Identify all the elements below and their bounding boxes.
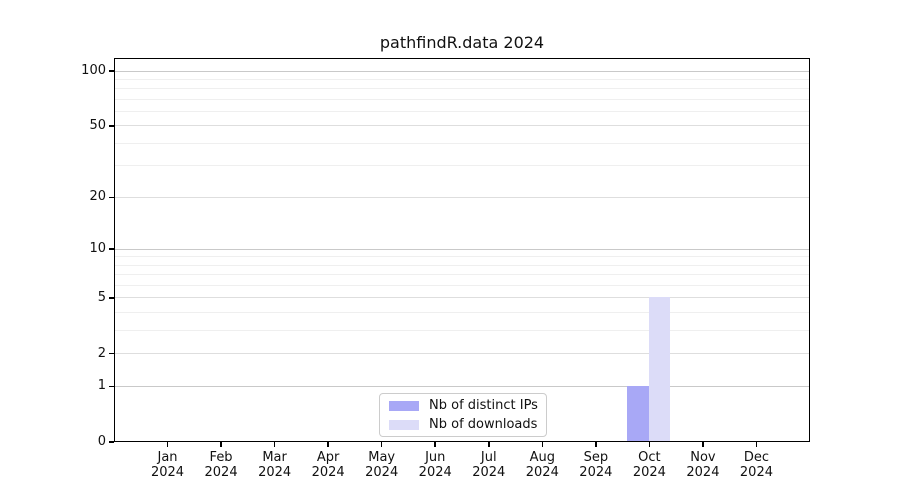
gridline-20 [115,196,809,198]
gridline-8 [115,264,809,266]
month-label: Feb [209,450,233,465]
y-tick-label-50: 50 [89,117,106,133]
month-label: Dec [743,450,770,465]
year-label: 2024 [418,465,452,480]
gridline-5 [115,297,809,299]
gridline-50 [115,125,809,127]
x-tick-label-feb: Feb 2024 [193,450,249,480]
gridline-70 [115,98,809,100]
month-label: Jan [157,450,178,465]
x-tick-label-apr: Apr 2024 [300,450,356,480]
y-tick-50 [109,125,114,127]
x-tick-label-dec: Dec 2024 [728,450,784,480]
gridline-1 [115,385,809,387]
year-label: 2024 [258,465,292,480]
gridline-60 [115,111,809,113]
month-label: May [368,450,396,465]
x-tick-label-aug: Aug 2024 [514,450,570,480]
year-label: 2024 [686,465,720,480]
year-label: 2024 [579,465,613,480]
x-tick-label-jan: Jan 2024 [140,450,196,480]
y-tick-5 [109,297,114,299]
gridline-6 [115,285,809,287]
x-tick-label-sep: Sep 2024 [568,450,624,480]
year-label: 2024 [525,465,559,480]
gridline-7 [115,274,809,276]
x-tick-sep [595,442,597,447]
year-label: 2024 [365,465,399,480]
y-tick-0 [109,441,114,443]
x-tick-jan [166,442,169,447]
x-tick-dec [755,442,758,447]
x-tick-apr [327,442,329,447]
y-tick-2 [109,352,114,355]
year-label: 2024 [311,465,345,480]
x-tick-oct [648,442,651,447]
gridline-100 [115,70,809,72]
x-tick-label-jul: Jul 2024 [461,450,517,480]
legend-entry-downloads: Nb of downloads [389,416,537,434]
legend-entry-distinct-ips: Nb of distinct IPs [389,397,538,415]
year-label: 2024 [472,465,506,480]
x-tick-label-may: May 2024 [354,450,410,480]
bar-oct-ips [627,385,649,442]
gridline-90 [115,78,809,80]
gridline-9 [115,256,809,258]
x-tick-jul [488,442,490,447]
legend: Nb of distinct IPs Nb of downloads [379,393,547,437]
legend-label-distinct-ips: Nb of distinct IPs [429,398,538,413]
x-tick-mar [273,442,276,447]
x-tick-label-oct: Oct 2024 [621,450,677,480]
y-tick-10 [109,248,114,250]
y-tick-label-0: 0 [97,434,106,449]
month-label: Mar [262,450,287,465]
legend-label-downloads: Nb of downloads [429,417,538,432]
x-tick-may [380,442,383,447]
x-tick-label-mar: Mar 2024 [247,450,303,480]
year-label: 2024 [632,465,666,480]
chart-title: pathfindR.data 2024 [379,33,545,52]
x-tick-nov [702,442,704,447]
gridline-3 [115,330,809,332]
gridline-2 [115,353,809,355]
month-label: Jun [425,450,446,465]
year-label: 2024 [204,465,238,480]
month-label: Oct [638,450,661,465]
x-tick-jun [434,442,436,447]
gridline-80 [115,88,809,90]
month-label: Aug [529,450,555,465]
x-tick-feb [220,442,222,447]
y-tick-label-5: 5 [97,289,106,305]
month-label: Apr [316,450,340,465]
y-tick-label-1: 1 [97,378,106,394]
x-tick-aug [541,442,544,447]
month-label: Jul [480,450,497,465]
year-label: 2024 [150,465,185,480]
month-label: Sep [583,450,609,465]
y-tick-label-2: 2 [97,345,106,361]
plot-area: Nb of distinct IPs Nb of downloads [114,58,810,442]
y-tick-label-10: 10 [89,241,106,257]
x-tick-label-nov: Nov 2024 [675,450,731,480]
gridline-40 [115,142,809,144]
x-tick-label-jun: Jun 2024 [407,450,463,480]
year-label: 2024 [739,465,773,480]
month-label: Nov [690,450,716,465]
gridline-10 [115,248,809,250]
y-tick-100 [109,70,114,72]
legend-swatch-downloads [389,419,419,430]
legend-swatch-distinct-ips [389,400,419,411]
gridline-4 [115,312,809,314]
y-tick-20 [109,196,114,198]
y-tick-label-20: 20 [89,189,106,205]
bar-oct-downloads [648,297,671,442]
y-tick-label-100: 100 [81,63,106,78]
y-tick-1 [109,385,114,388]
gridline-30 [115,165,809,167]
